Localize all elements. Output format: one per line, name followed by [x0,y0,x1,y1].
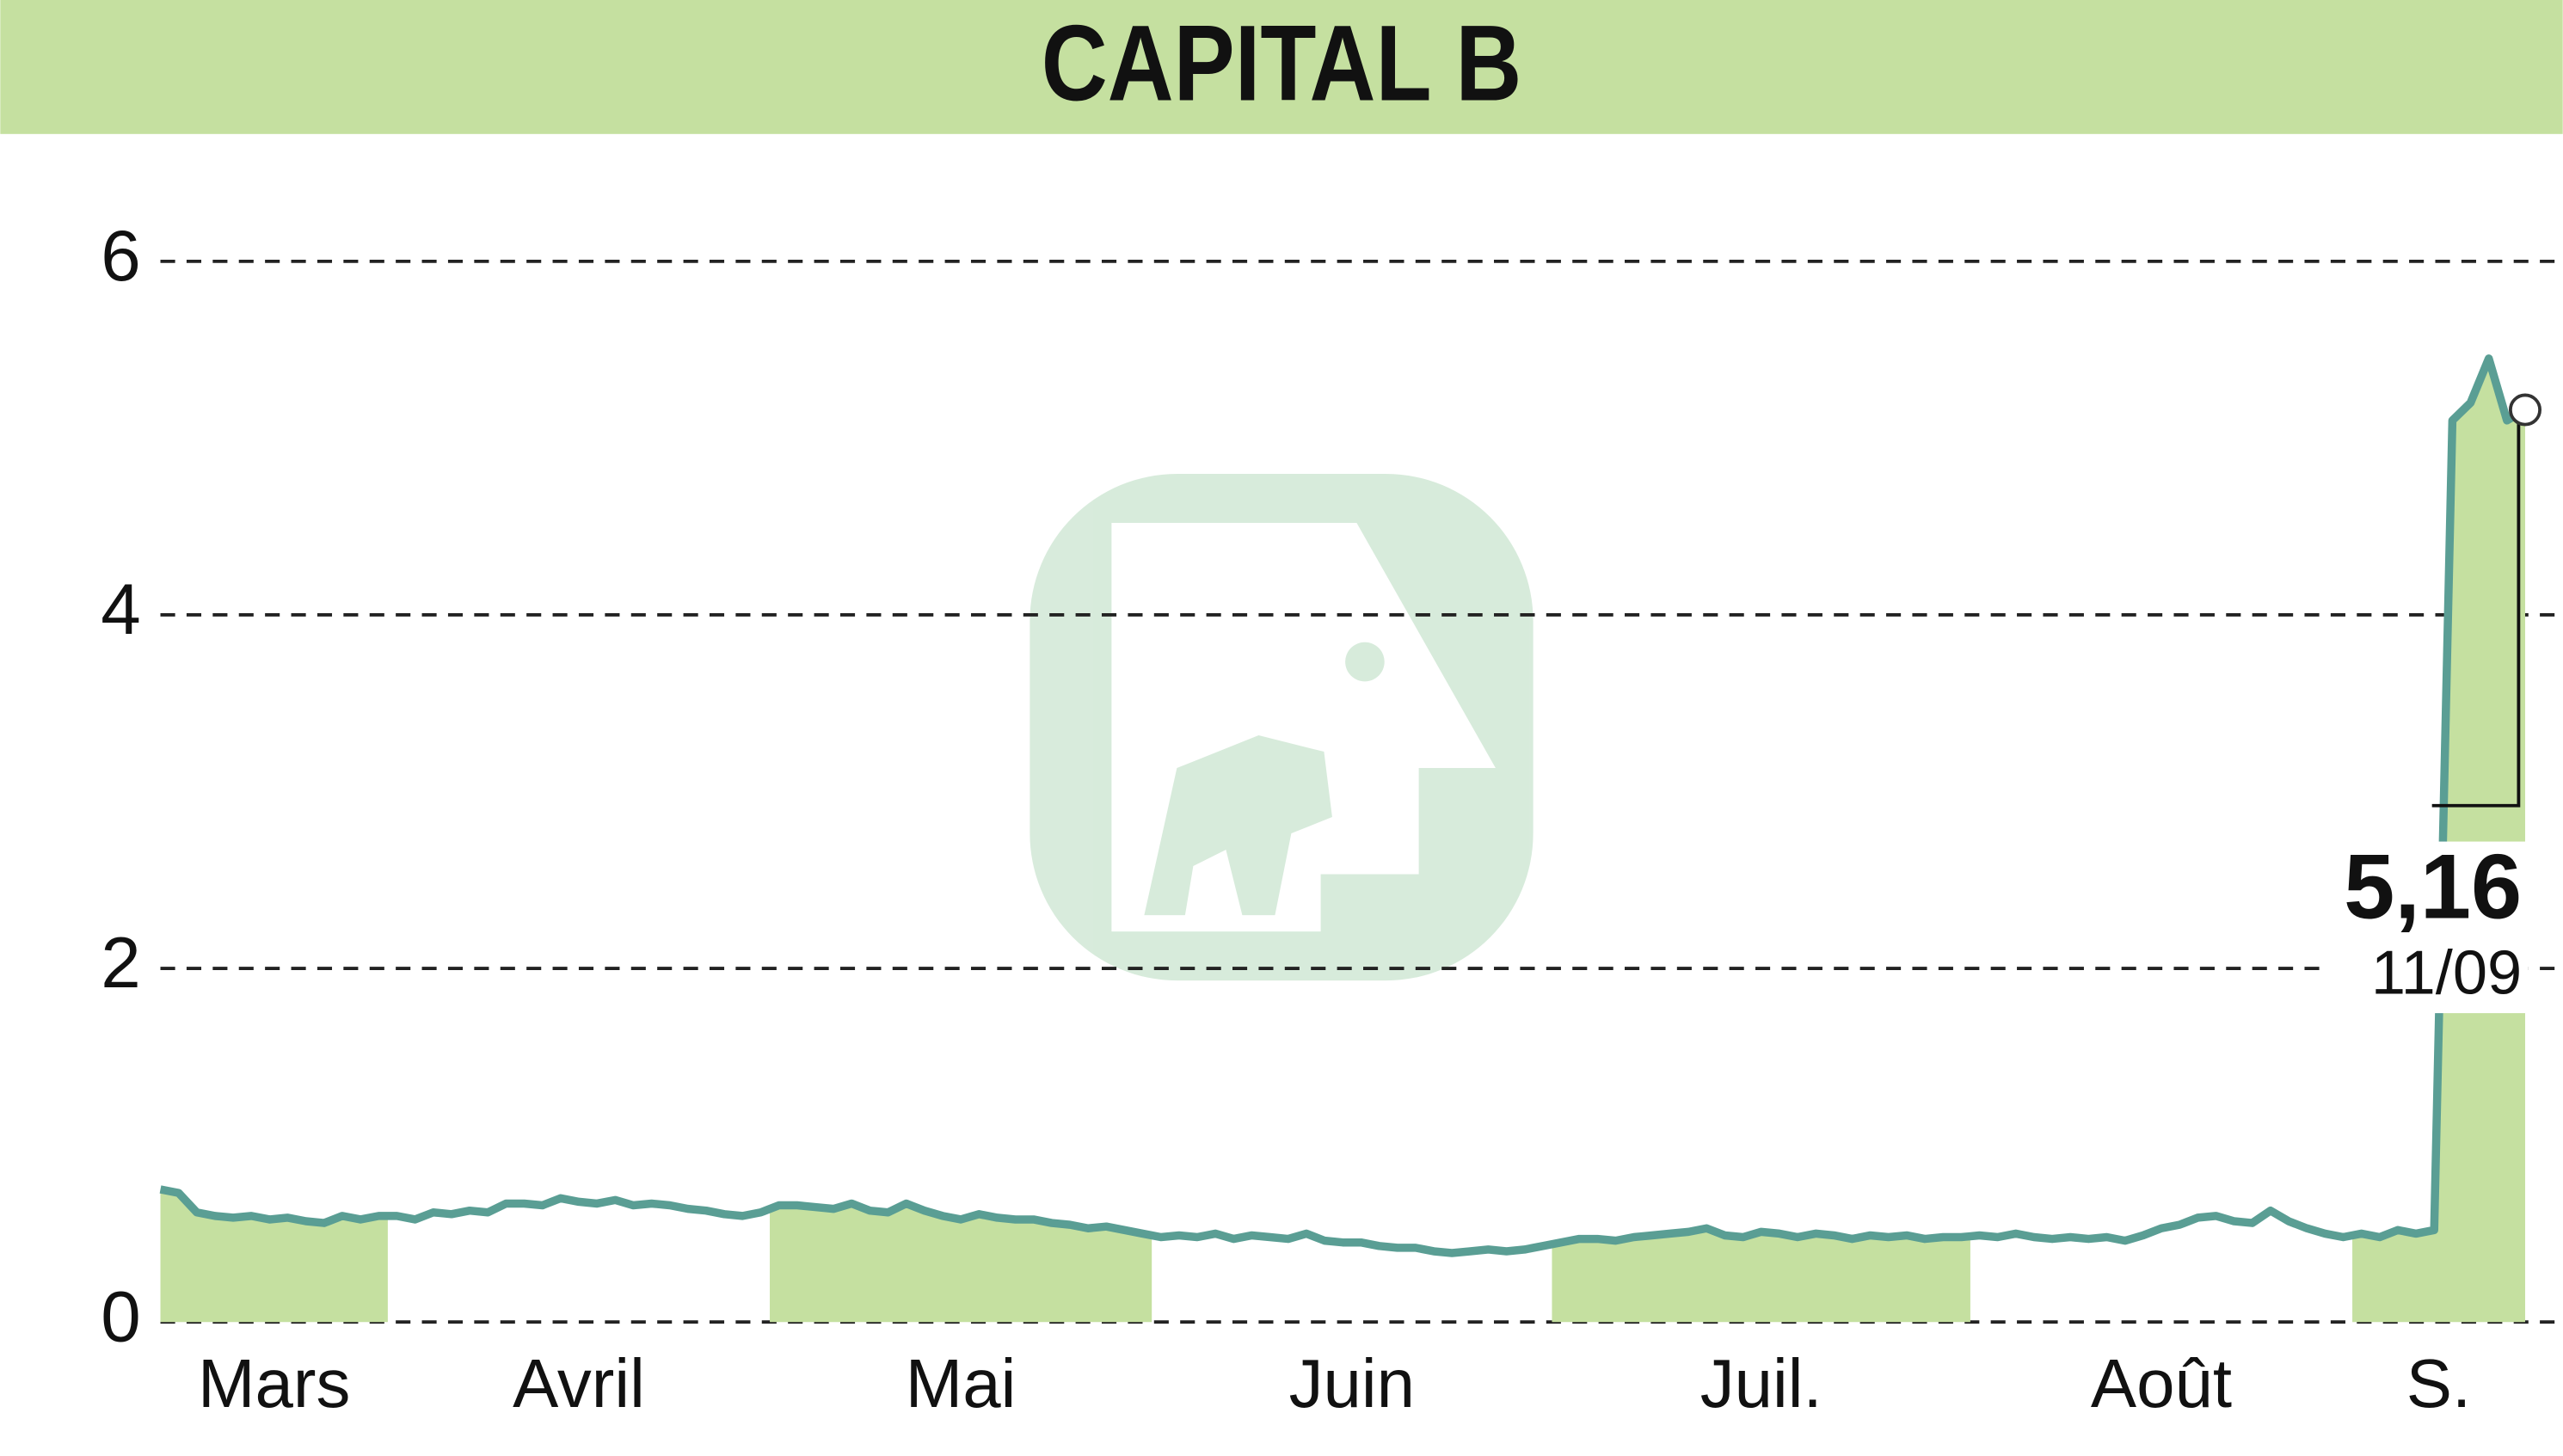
x-tick-label: Août [2091,1345,2232,1422]
month-area [770,1203,1152,1323]
y-tick-label: 2 [101,922,141,1003]
x-tick-label: Juin [1289,1345,1415,1422]
last-date-label: 11/09 [2371,938,2522,1007]
chart-title: CAPITAL B [1042,3,1522,124]
x-tick-label: Mars [198,1345,350,1422]
y-tick-label: 6 [101,215,141,296]
last-value-label: 5,16 [2344,835,2522,937]
x-tick-label: S. [2406,1345,2471,1422]
label-background [2328,841,2529,1014]
month-area [1552,1228,1970,1323]
y-tick-label: 0 [101,1275,141,1356]
x-tick-label: Juil. [1700,1345,1822,1422]
x-tick-label: Avril [513,1345,645,1422]
price-line [159,354,2528,1257]
month-area [2352,358,2525,1323]
last-point [2508,393,2541,427]
x-tick-label: Mai [906,1345,1017,1422]
watermark-logo [1030,474,1533,981]
annotation-leader [2431,409,2521,808]
y-tick-label: 4 [101,568,141,649]
title-bar [0,0,2563,134]
